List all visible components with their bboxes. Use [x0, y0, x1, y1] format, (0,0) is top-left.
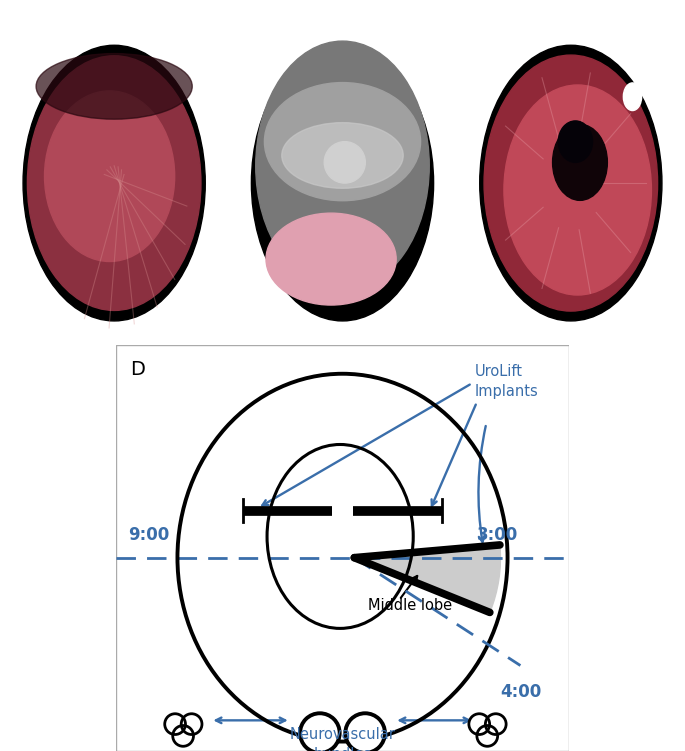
- Ellipse shape: [251, 45, 434, 321]
- Ellipse shape: [282, 122, 403, 189]
- Ellipse shape: [45, 91, 175, 261]
- Text: Neurovascular
bundles: Neurovascular bundles: [290, 728, 395, 751]
- Text: UroLift
Implants: UroLift Implants: [475, 364, 538, 399]
- Ellipse shape: [504, 85, 651, 295]
- Text: 9:00: 9:00: [128, 526, 169, 544]
- Circle shape: [347, 715, 383, 751]
- Text: Middle lobe: Middle lobe: [369, 598, 453, 613]
- Text: 3:00: 3:00: [477, 526, 518, 544]
- Ellipse shape: [266, 213, 396, 305]
- Ellipse shape: [27, 56, 201, 310]
- Circle shape: [302, 715, 338, 751]
- Text: 4:00: 4:00: [501, 683, 542, 701]
- Circle shape: [623, 83, 642, 110]
- Ellipse shape: [484, 55, 658, 311]
- Text: C: C: [564, 24, 577, 42]
- Ellipse shape: [558, 121, 593, 162]
- Ellipse shape: [324, 142, 365, 183]
- Text: D: D: [130, 360, 145, 379]
- Ellipse shape: [256, 41, 429, 291]
- Ellipse shape: [36, 53, 192, 119]
- Ellipse shape: [23, 45, 206, 321]
- Wedge shape: [354, 545, 501, 612]
- Ellipse shape: [264, 83, 421, 201]
- Text: B: B: [336, 24, 349, 42]
- Ellipse shape: [479, 45, 662, 321]
- Ellipse shape: [553, 125, 608, 201]
- Text: A: A: [108, 24, 121, 42]
